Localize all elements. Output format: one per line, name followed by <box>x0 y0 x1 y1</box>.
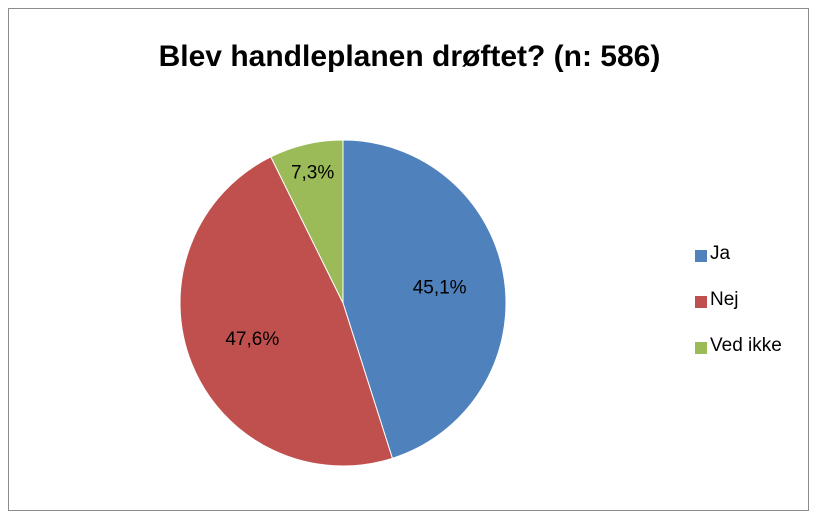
legend: Ja Nej Ved ikke <box>695 243 782 381</box>
pie-slice-nej <box>179 156 394 467</box>
legend-swatch-ja <box>695 250 707 262</box>
slice-label-ja: 45,1% <box>413 278 467 299</box>
slice-label-ved-ikke: 7,3% <box>291 162 334 183</box>
pie-slice-ja <box>342 139 507 459</box>
legend-item-ja: Ja <box>695 243 782 289</box>
legend-swatch-nej <box>695 296 707 308</box>
pie-slice-ved-ikke <box>270 139 344 304</box>
chart-title: Blev handleplanen drøftet? (n: 586) <box>158 40 661 73</box>
legend-label-nej: Nej <box>710 289 739 310</box>
legend-swatch-ved-ikke <box>695 342 707 354</box>
legend-item-nej: Nej <box>695 289 782 335</box>
legend-label-ved-ikke: Ved ikke <box>710 335 782 356</box>
slice-label-nej: 47,6% <box>225 329 279 350</box>
legend-item-ved-ikke: Ved ikke <box>695 335 782 381</box>
legend-label-ja: Ja <box>710 243 731 264</box>
